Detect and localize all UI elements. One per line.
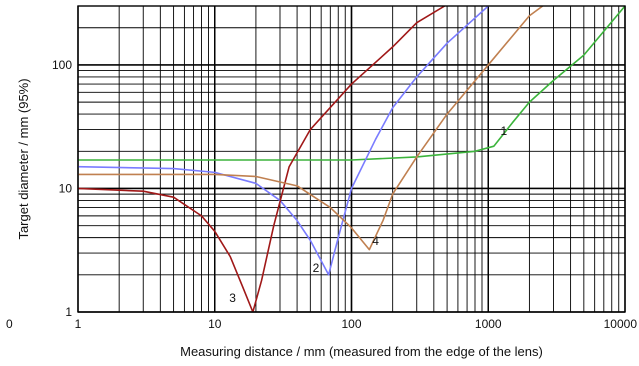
- curve-label-3: 3: [229, 291, 236, 305]
- series-line-2: [78, 6, 489, 276]
- y-tick-label: 100: [52, 58, 72, 72]
- grid-layer: [77, 5, 626, 313]
- series-line-3: [78, 6, 446, 312]
- y-axis-title: Target diameter / mm (95%): [16, 78, 31, 239]
- curve-label-1: 1: [500, 124, 507, 138]
- series-line-1: [78, 6, 625, 161]
- curve-label-2: 2: [313, 261, 320, 275]
- ticks-layer: 1 10 100 1000 10000 0 1 10 100: [6, 58, 637, 331]
- series-line-4: [78, 6, 544, 251]
- curve-label-4: 4: [372, 234, 379, 248]
- series-layer: [78, 6, 625, 312]
- labels-layer: 1 2 3 4: [229, 124, 507, 305]
- plot-frame: [77, 5, 626, 313]
- x-tick-label: 10: [208, 317, 222, 331]
- x-tick-label: 10000: [604, 317, 638, 331]
- x-axis-title: Measuring distance / mm (measured from t…: [180, 344, 543, 359]
- x-tick-label: 1000: [475, 317, 502, 331]
- x-tick-label: 1: [75, 317, 82, 331]
- y-tick-label: 1: [65, 305, 72, 319]
- y-tick-label: 10: [59, 181, 73, 195]
- x-tick-label-extra: 0: [6, 317, 13, 331]
- x-tick-label: 100: [341, 317, 361, 331]
- frame-layer: [77, 5, 626, 313]
